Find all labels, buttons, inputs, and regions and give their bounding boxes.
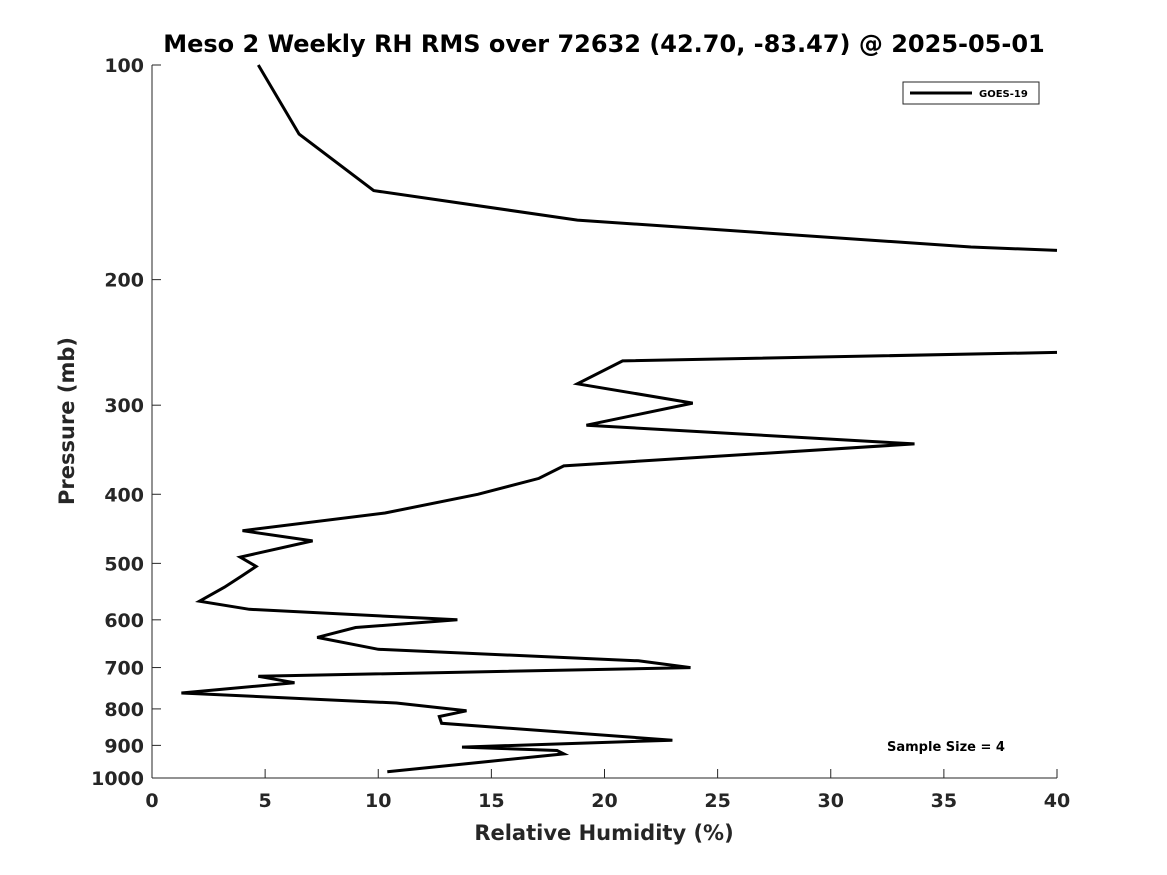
y-tick-label: 200 bbox=[104, 270, 144, 292]
x-tick-label: 0 bbox=[145, 790, 158, 812]
x-tick-label: 25 bbox=[704, 790, 730, 812]
y-tick-label: 1000 bbox=[91, 768, 144, 790]
x-tick-label: 40 bbox=[1044, 790, 1070, 812]
legend-label: GOES-19 bbox=[979, 89, 1028, 100]
y-tick-label: 100 bbox=[104, 55, 144, 77]
series-line-goes-19 bbox=[181, 350, 1058, 774]
y-axis-label: Pressure (mb) bbox=[55, 337, 79, 505]
x-tick-label: 30 bbox=[818, 790, 844, 812]
x-axis-label: Relative Humidity (%) bbox=[474, 821, 733, 845]
y-tick-label: 800 bbox=[104, 699, 144, 721]
x-tick-label: 35 bbox=[931, 790, 957, 812]
y-tick-label: 400 bbox=[104, 484, 144, 506]
y-tick-label: 300 bbox=[104, 395, 144, 417]
y-ticks: 100 200 300 400 500 600 700 800 900 1000 bbox=[91, 55, 161, 790]
y-tick-label: 700 bbox=[104, 658, 144, 680]
x-tick-label: 10 bbox=[365, 790, 391, 812]
sample-size-annotation: Sample Size = 4 bbox=[887, 740, 1005, 755]
x-tick-label: 20 bbox=[591, 790, 617, 812]
legend: GOES-19 bbox=[902, 81, 1040, 105]
x-tick-label: 15 bbox=[478, 790, 504, 812]
y-tick-label: 900 bbox=[104, 735, 144, 757]
x-ticks: 0 5 10 15 20 25 30 35 40 bbox=[145, 769, 1070, 812]
series-line-goes-19 bbox=[257, 64, 1058, 252]
chart-title: Meso 2 Weekly RH RMS over 72632 (42.70, … bbox=[163, 30, 1045, 58]
x-tick-label: 5 bbox=[259, 790, 272, 812]
series-layer bbox=[181, 64, 1058, 774]
y-tick-label: 500 bbox=[104, 553, 144, 575]
y-tick-label: 600 bbox=[104, 610, 144, 632]
